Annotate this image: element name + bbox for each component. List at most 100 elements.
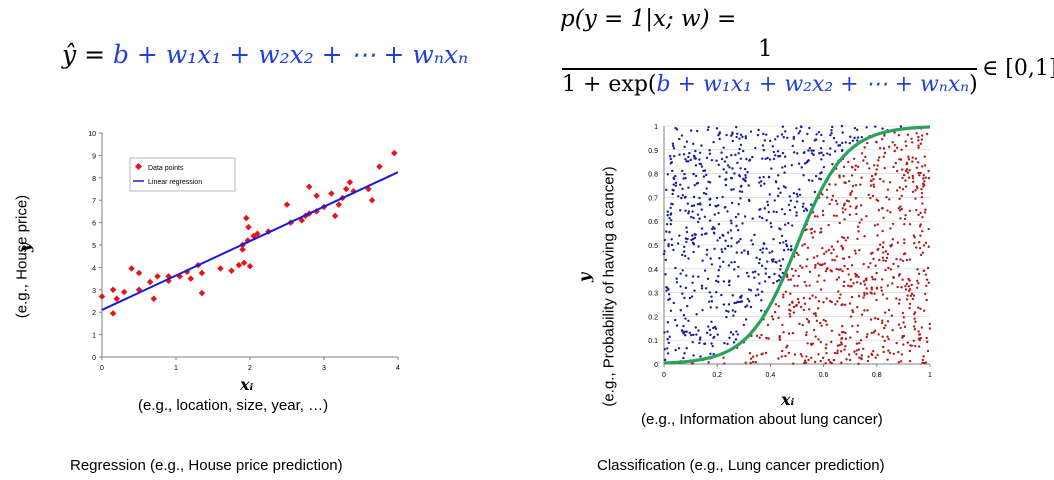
data-point (708, 219, 712, 222)
data-point (806, 342, 809, 345)
data-point (908, 223, 912, 226)
data-point (684, 333, 687, 337)
data-point (917, 213, 920, 217)
data-point (767, 175, 771, 179)
data-point (672, 301, 675, 305)
data-point (682, 324, 685, 328)
data-point (667, 244, 670, 248)
data-point (725, 315, 728, 319)
data-point (667, 341, 670, 345)
data-point (691, 234, 694, 237)
data-point (702, 175, 706, 178)
data-point (758, 176, 761, 179)
data-point (755, 334, 759, 338)
data-point (824, 347, 828, 350)
data-point (853, 350, 856, 353)
data-point (715, 279, 718, 283)
data-point (813, 215, 817, 218)
data-point (902, 252, 906, 256)
data-point (732, 314, 735, 317)
data-point (692, 204, 696, 207)
data-point (753, 276, 756, 279)
data-point (881, 245, 885, 249)
data-point (695, 313, 698, 316)
data-point (792, 137, 796, 140)
data-point (718, 175, 721, 178)
data-point (851, 324, 854, 328)
data-point (886, 358, 889, 361)
data-point (741, 135, 744, 139)
denominator-linear-term: b + w₁x₁ + w₂x₂ + ⋯ + wₙxₙ (656, 72, 970, 97)
data-point (694, 174, 698, 178)
data-point (891, 238, 895, 241)
data-point (783, 223, 787, 226)
regression-axes: 0 1 2 3 4 5 6 7 8 9 10 0 1 2 3 4 (88, 131, 400, 372)
data-point (743, 215, 747, 218)
data-point (912, 339, 915, 342)
data-point (855, 342, 859, 345)
data-point (725, 309, 728, 313)
data-point (756, 288, 759, 291)
data-point (760, 333, 763, 337)
classification-data-points (662, 124, 932, 366)
data-point (826, 152, 829, 155)
data-point (335, 201, 343, 208)
data-point (928, 322, 932, 326)
data-point (871, 278, 875, 281)
data-point (907, 289, 911, 293)
data-point (907, 277, 910, 281)
data-point (674, 174, 677, 178)
regression-legend: Data points Linear regression (129, 157, 236, 192)
data-point (905, 144, 908, 148)
data-point (919, 142, 923, 145)
data-point (791, 144, 794, 148)
data-point (796, 152, 799, 155)
data-point (715, 159, 718, 162)
data-point (728, 283, 731, 287)
data-point (920, 138, 924, 141)
data-point (777, 357, 780, 360)
data-point (834, 183, 837, 186)
data-point (850, 264, 854, 267)
data-point (709, 352, 712, 356)
x-tick-label: 0.6 (819, 372, 829, 379)
data-point (703, 215, 707, 219)
data-point (705, 173, 708, 177)
data-point (848, 142, 852, 145)
data-point (835, 267, 838, 271)
data-point (684, 237, 688, 240)
data-point (776, 174, 780, 177)
data-point (729, 331, 733, 334)
data-point (815, 133, 818, 136)
data-point (731, 167, 734, 170)
data-point (762, 148, 766, 152)
data-point (713, 325, 717, 329)
data-point (834, 303, 837, 306)
data-point (813, 266, 817, 269)
data-point (827, 223, 830, 227)
data-point (812, 153, 815, 157)
data-point (782, 136, 785, 139)
data-point (899, 205, 902, 208)
regression-formula: ŷ = b + w₁x₁ + w₂x₂ + ⋯ + wₙxₙ (62, 40, 468, 69)
data-point (920, 192, 924, 195)
data-point (914, 197, 917, 200)
data-point (735, 330, 738, 333)
data-point (788, 208, 792, 212)
data-point (756, 133, 760, 137)
data-point (687, 155, 690, 159)
data-point (882, 180, 885, 183)
data-point (717, 204, 720, 207)
data-point (843, 348, 846, 351)
data-point (835, 214, 838, 218)
data-point (849, 336, 852, 339)
data-point (910, 141, 914, 144)
data-point (887, 349, 890, 352)
data-point (905, 258, 909, 262)
data-point (843, 181, 846, 184)
data-point (785, 274, 789, 277)
data-point (691, 340, 694, 344)
data-point (723, 342, 726, 345)
data-point (900, 148, 903, 151)
data-point (781, 125, 785, 128)
